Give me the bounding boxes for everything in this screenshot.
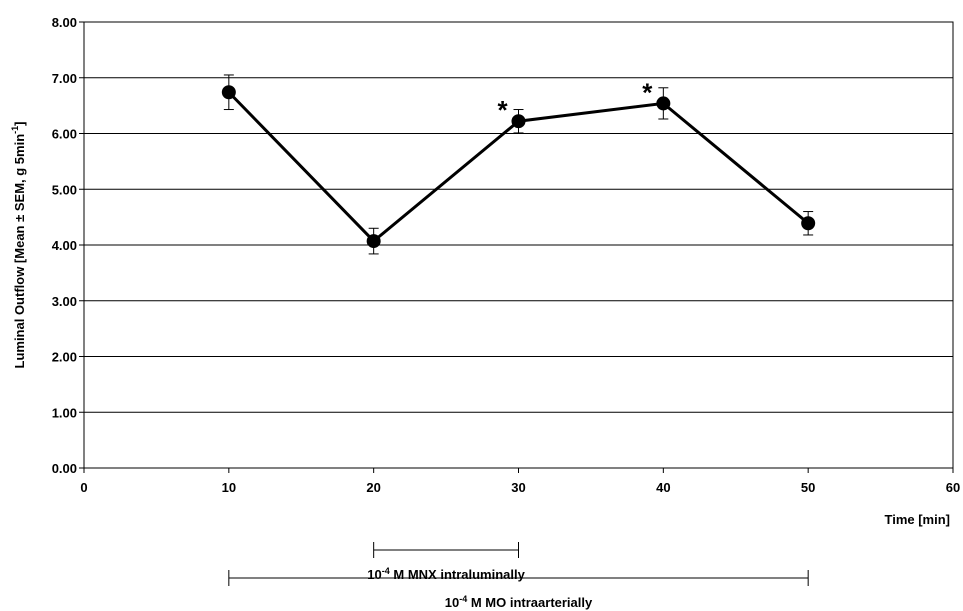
x-tick-label: 0 (80, 480, 87, 495)
significance-markers: ** (497, 77, 653, 125)
data-point (221, 85, 236, 100)
x-tick-label: 20 (366, 480, 380, 495)
data-point (366, 234, 381, 249)
x-tick-label: 10 (222, 480, 236, 495)
y-tick-label: 3.00 (52, 294, 77, 309)
treatment-label: 10-4 M MO intraarterially (445, 594, 593, 610)
y-axis-title-close: ] (12, 121, 27, 125)
y-tick-label: 6.00 (52, 127, 77, 142)
error-bars (223, 74, 814, 255)
y-tick-label: 4.00 (52, 238, 77, 253)
x-axis-title: Time [min] (885, 512, 951, 527)
y-axis-title: Luminal Outflow [Mean ± SEM, g 5min-1] (10, 121, 27, 368)
significance-star: * (497, 95, 508, 125)
y-axis-title-sup: -1 (10, 126, 20, 134)
data-points (221, 85, 816, 249)
significance-star: * (642, 77, 653, 107)
gridlines (84, 21, 953, 469)
y-tick-label: 0.00 (52, 461, 77, 476)
treatment-bars: 10-4 M MNX intraluminally 10-4 M MO intra… (228, 542, 809, 610)
data-point (801, 216, 816, 231)
y-tick-label: 1.00 (52, 405, 77, 420)
x-tick-label: 30 (511, 480, 525, 495)
y-tick-label: 2.00 (52, 350, 77, 365)
data-point (511, 114, 526, 129)
y-axis-ticks: 0.00 1.00 2.00 3.00 4.00 5.00 6.00 7.00 8.00 (52, 15, 84, 476)
y-tick-label: 5.00 (52, 182, 77, 197)
x-tick-label: 40 (656, 480, 670, 495)
y-tick-label: 7.00 (52, 71, 77, 86)
x-tick-label: 60 (946, 480, 960, 495)
data-point (656, 96, 671, 111)
y-tick-label: 8.00 (52, 15, 77, 30)
x-tick-label: 50 (801, 480, 815, 495)
y-axis-title-main: Luminal Outflow [Mean ± SEM, g 5min (12, 134, 27, 369)
x-axis-ticks: 0 10 20 30 40 50 60 (80, 468, 960, 495)
treatment-label: 10-4 M MNX intraluminally (367, 566, 525, 582)
